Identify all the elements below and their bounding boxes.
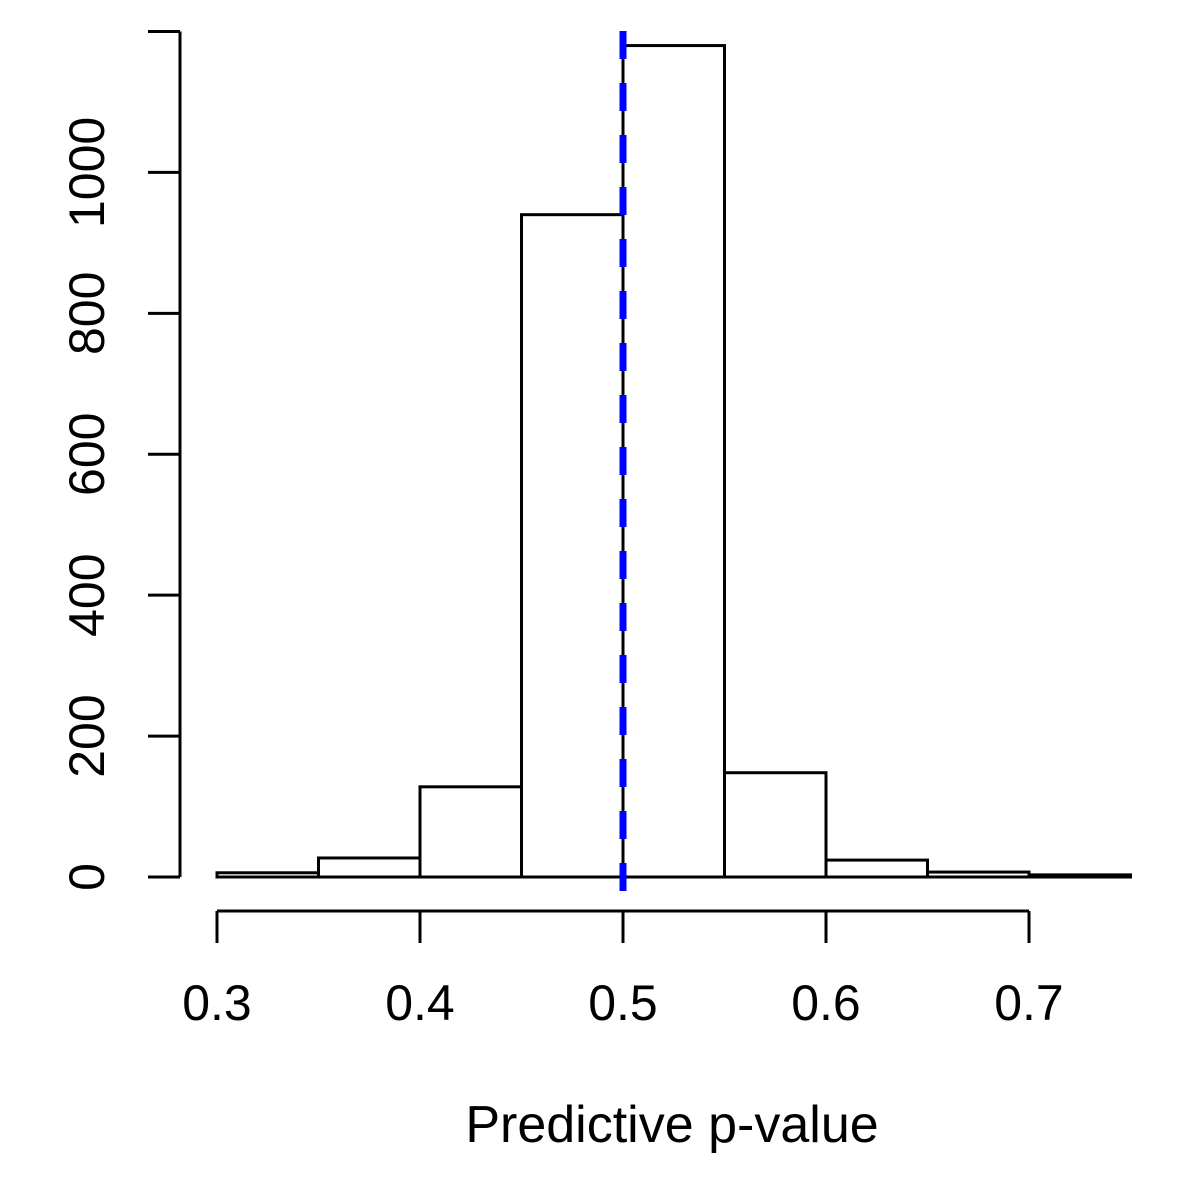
x-axis-title: Predictive p-value [465,1096,878,1154]
y-tick-label: 600 [59,413,115,496]
x-tick-label: 0.4 [385,975,455,1031]
histogram-bar [215,871,320,879]
y-tick-label: 400 [59,553,115,636]
y-tick-label: 200 [59,694,115,777]
histogram-bar [418,785,523,879]
x-tick-label: 0.7 [994,975,1064,1031]
histogram-bar [926,870,1031,879]
axes-layer: 0 200 400 600 800 1000 0.3 0.4 0.5 0.6 0.7 [59,29,1064,1031]
y-tick-label: 800 [59,272,115,355]
histogram-bar [317,856,422,879]
histogram-bar [824,858,929,879]
x-tick-label: 0.6 [791,975,861,1031]
histogram-bar [1027,873,1132,879]
histogram-bar [621,44,726,879]
bars-layer [215,44,1132,879]
x-tick-label: 0.5 [588,975,658,1031]
y-tick-label: 0 [59,863,115,891]
histogram-bar [520,213,625,879]
histogram-bar [723,771,828,879]
y-tick-label: 1000 [59,117,115,228]
x-tick-label: 0.3 [182,975,252,1031]
